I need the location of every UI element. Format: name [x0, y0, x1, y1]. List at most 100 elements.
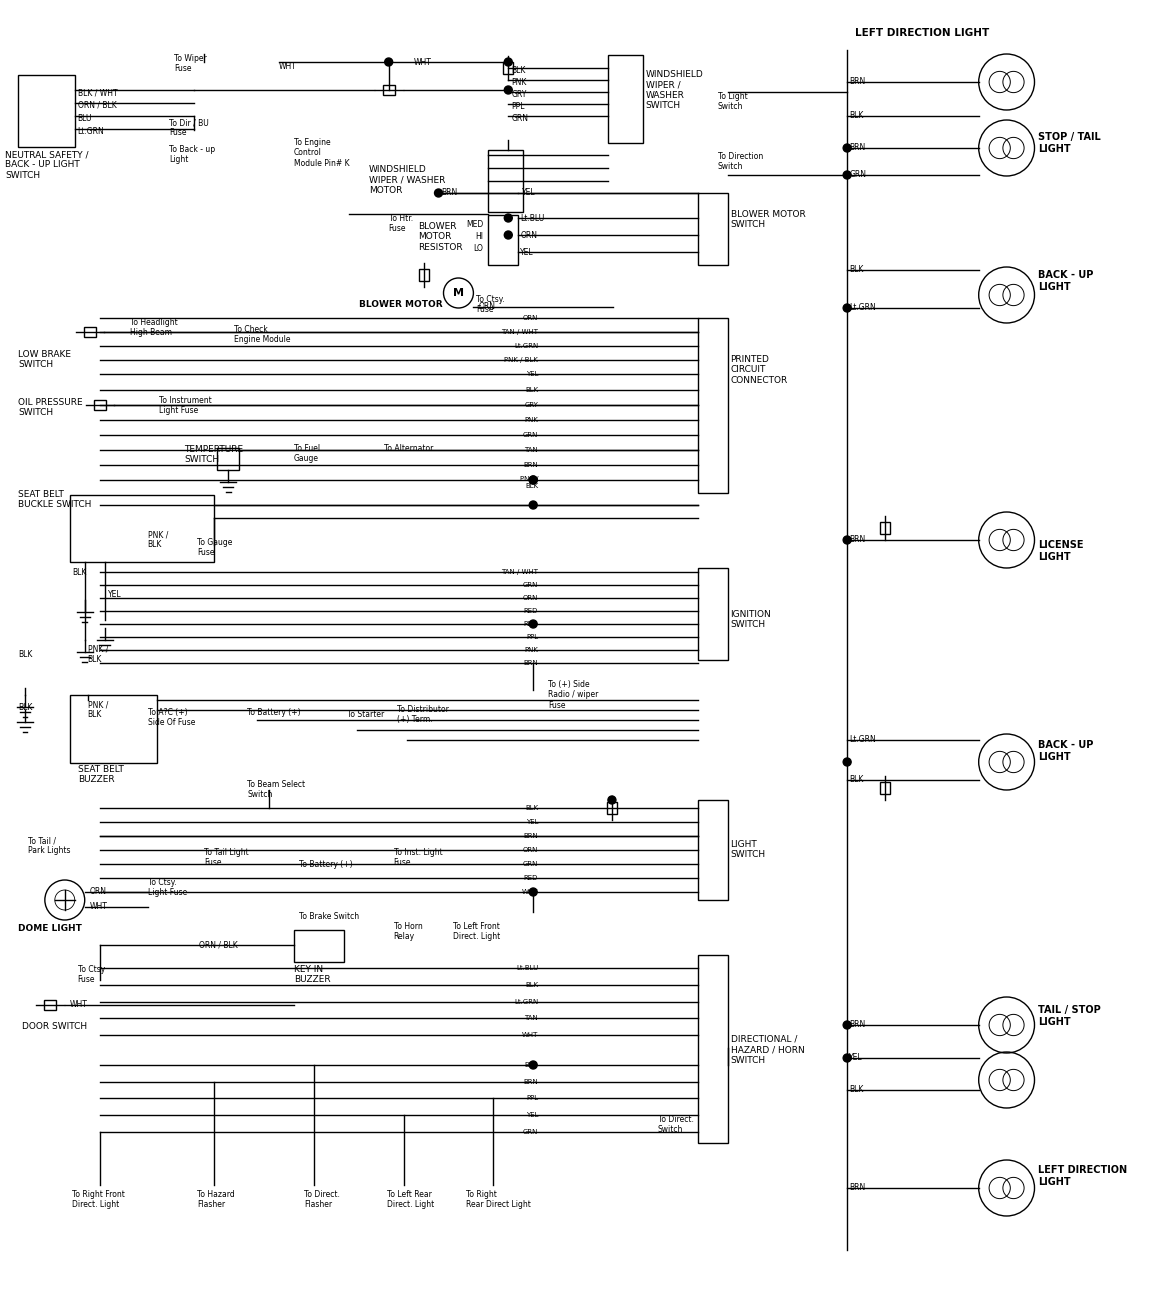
Text: BACK - UP
LIGHT: BACK - UP LIGHT: [1038, 269, 1094, 291]
Text: Lt.BLU: Lt.BLU: [516, 965, 538, 971]
Text: BLK: BLK: [511, 66, 525, 75]
Text: Lt.GRN: Lt.GRN: [849, 736, 876, 745]
Text: To Ctsy
Fuse: To Ctsy Fuse: [77, 965, 105, 984]
Text: PNK: PNK: [524, 417, 538, 423]
Text: YEL: YEL: [521, 249, 533, 256]
Bar: [18, 75, 75, 148]
Circle shape: [843, 758, 851, 767]
Bar: [488, 215, 518, 265]
Text: PRINTED
CIRCUIT
CONNECTOR: PRINTED CIRCUIT CONNECTOR: [730, 355, 788, 385]
Text: To Left Rear
Direct. Light: To Left Rear Direct. Light: [387, 1190, 434, 1210]
Text: BLOWER
MOTOR
RESISTOR: BLOWER MOTOR RESISTOR: [418, 221, 463, 251]
Text: BLK: BLK: [525, 805, 538, 811]
Text: GRY: GRY: [524, 401, 538, 408]
Text: To Brake Switch: To Brake Switch: [300, 912, 359, 921]
Bar: [70, 495, 214, 562]
Text: BRN: BRN: [523, 660, 538, 666]
Bar: [698, 954, 728, 1143]
Text: PPL: PPL: [526, 635, 538, 640]
Text: To Horn
Relay: To Horn Relay: [394, 922, 423, 941]
Text: YEL: YEL: [107, 591, 121, 600]
Text: To Instrument
Light Fuse: To Instrument Light Fuse: [159, 396, 212, 416]
Text: BRN: BRN: [441, 188, 457, 197]
Text: To Fuel
Gauge: To Fuel Gauge: [294, 444, 320, 464]
Text: RED: RED: [524, 607, 538, 614]
Text: GRN: GRN: [511, 114, 529, 123]
Text: BRN: BRN: [849, 535, 865, 544]
Text: ORN: ORN: [478, 302, 495, 311]
Text: To Left Front
Direct. Light: To Left Front Direct. Light: [454, 922, 501, 941]
Text: PPL: PPL: [511, 102, 525, 111]
Text: To Starter: To Starter: [347, 710, 384, 719]
Text: Lt.BLU: Lt.BLU: [521, 214, 545, 223]
Text: GRN: GRN: [849, 170, 866, 179]
Circle shape: [505, 214, 513, 221]
Text: HI: HI: [476, 232, 484, 241]
Text: GRN: GRN: [523, 1129, 538, 1134]
Text: YEL: YEL: [849, 1053, 863, 1062]
Text: To Right Front
Direct. Light: To Right Front Direct. Light: [71, 1190, 124, 1210]
Text: ORN: ORN: [523, 315, 538, 321]
Text: Lt.GRN: Lt.GRN: [514, 343, 538, 348]
Bar: [698, 569, 728, 660]
Bar: [418, 269, 429, 281]
Text: GRY: GRY: [511, 89, 526, 98]
Circle shape: [843, 144, 851, 152]
Circle shape: [529, 888, 537, 896]
Text: BLOWER MOTOR: BLOWER MOTOR: [358, 300, 442, 310]
Text: TAN: TAN: [524, 447, 538, 453]
Text: ORN: ORN: [523, 847, 538, 853]
Text: WHT: WHT: [70, 1000, 88, 1009]
Text: ORN: ORN: [521, 231, 537, 240]
Text: PPL: PPL: [526, 1096, 538, 1101]
Text: TAIL / STOP
LIGHT: TAIL / STOP LIGHT: [1038, 1005, 1101, 1027]
Text: M: M: [453, 287, 464, 298]
Text: KEY IN
BUZZER: KEY IN BUZZER: [294, 965, 331, 984]
Bar: [698, 319, 728, 493]
Text: To Direction
Switch: To Direction Switch: [718, 152, 763, 171]
Text: BRN: BRN: [849, 142, 865, 152]
Bar: [503, 62, 514, 74]
Circle shape: [505, 58, 513, 66]
Text: TAN / WHT: TAN / WHT: [501, 569, 538, 575]
Bar: [70, 695, 158, 763]
Text: PNK: PNK: [511, 78, 526, 87]
Text: WHT: WHT: [279, 62, 297, 71]
Text: To Distributor
(+) Term.: To Distributor (+) Term.: [396, 704, 448, 724]
Circle shape: [505, 231, 513, 240]
Text: BLK / WHT: BLK / WHT: [77, 88, 118, 97]
Bar: [294, 930, 343, 962]
Text: GRN: GRN: [523, 581, 538, 588]
Text: NEUTRAL SAFETY /
BACK - UP LIGHT
SWITCH: NEUTRAL SAFETY / BACK - UP LIGHT SWITCH: [5, 150, 89, 180]
Text: TEMPERTURE
SWITCH: TEMPERTURE SWITCH: [184, 445, 243, 465]
Text: SEAT BELT
BUZZER: SEAT BELT BUZZER: [77, 765, 123, 785]
Text: GRN: GRN: [523, 861, 538, 866]
Text: STOP / TAIL
LIGHT: STOP / TAIL LIGHT: [1038, 132, 1101, 154]
Text: BLK: BLK: [849, 774, 864, 783]
Text: To Htr.
Fuse: To Htr. Fuse: [388, 214, 412, 233]
Text: RED: RED: [524, 875, 538, 881]
Text: YEL: YEL: [525, 1112, 538, 1118]
Text: LEFT DIRECTION LIGHT: LEFT DIRECTION LIGHT: [855, 28, 990, 38]
Bar: [84, 328, 96, 337]
Text: LO: LO: [473, 243, 484, 253]
Text: PNK /
BLK: PNK / BLK: [520, 477, 538, 490]
Bar: [488, 150, 523, 212]
Text: LOW BRAKE
SWITCH: LOW BRAKE SWITCH: [18, 350, 71, 369]
Text: DOME LIGHT: DOME LIGHT: [18, 925, 82, 932]
Text: ORN: ORN: [90, 887, 107, 896]
Text: TAN: TAN: [524, 1015, 538, 1020]
Text: BRN: BRN: [849, 1184, 865, 1191]
Text: WHT: WHT: [414, 58, 432, 67]
Text: WHT: WHT: [522, 888, 538, 895]
Text: RED: RED: [524, 622, 538, 627]
Text: WHT: WHT: [90, 903, 107, 910]
Text: WHT: WHT: [522, 1032, 538, 1039]
Text: DIRECTIONAL /
HAZARD / HORN
SWITCH: DIRECTIONAL / HAZARD / HORN SWITCH: [730, 1035, 804, 1064]
Text: BLK: BLK: [849, 1085, 864, 1094]
Text: YEL: YEL: [525, 818, 538, 825]
Text: To Battery (+): To Battery (+): [248, 708, 301, 717]
Text: BLK: BLK: [525, 982, 538, 988]
Text: PNK /
BLK: PNK / BLK: [88, 645, 108, 664]
Text: PNK / BLK: PNK / BLK: [505, 357, 538, 363]
